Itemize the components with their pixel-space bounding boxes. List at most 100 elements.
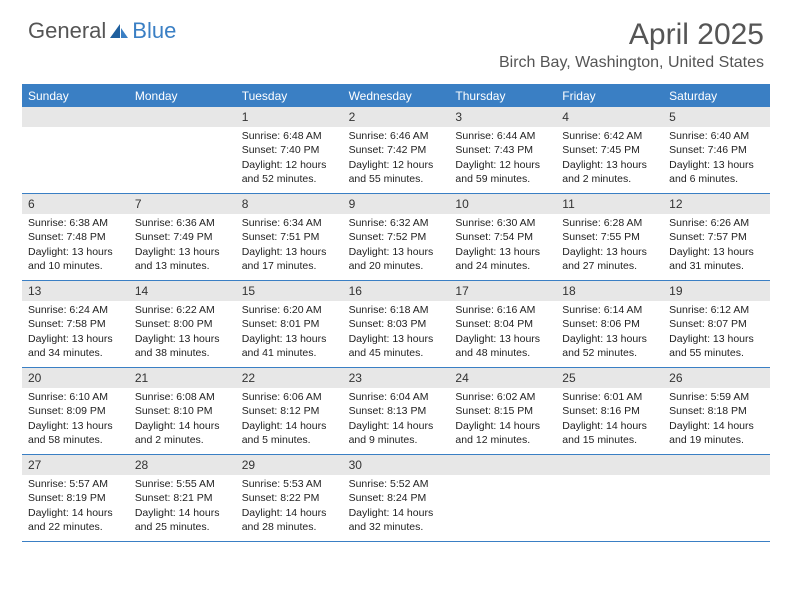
- sunrise-text: Sunrise: 6:44 AM: [455, 129, 550, 143]
- day-number: 20: [22, 368, 129, 388]
- daylight-text: Daylight: 13 hours and 20 minutes.: [349, 245, 444, 273]
- sunset-text: Sunset: 8:21 PM: [135, 491, 230, 505]
- sunrise-text: Sunrise: 6:38 AM: [28, 216, 123, 230]
- sunrise-text: Sunrise: 6:10 AM: [28, 390, 123, 404]
- sunset-text: Sunset: 7:58 PM: [28, 317, 123, 331]
- brand-text-general: General: [28, 18, 106, 44]
- day-number: [556, 455, 663, 475]
- cell-body: Sunrise: 6:46 AMSunset: 7:42 PMDaylight:…: [343, 127, 450, 190]
- daylight-text: Daylight: 12 hours and 52 minutes.: [242, 158, 337, 186]
- cell-body: Sunrise: 5:52 AMSunset: 8:24 PMDaylight:…: [343, 475, 450, 538]
- cell-body: Sunrise: 6:42 AMSunset: 7:45 PMDaylight:…: [556, 127, 663, 190]
- calendar-cell: 15Sunrise: 6:20 AMSunset: 8:01 PMDayligh…: [236, 281, 343, 367]
- daylight-text: Daylight: 13 hours and 24 minutes.: [455, 245, 550, 273]
- calendar-cell: 12Sunrise: 6:26 AMSunset: 7:57 PMDayligh…: [663, 194, 770, 280]
- day-number: 21: [129, 368, 236, 388]
- dow-wednesday: Wednesday: [343, 85, 450, 107]
- week-row: 1Sunrise: 6:48 AMSunset: 7:40 PMDaylight…: [22, 107, 770, 194]
- location-text: Birch Bay, Washington, United States: [499, 54, 764, 72]
- sunset-text: Sunset: 7:51 PM: [242, 230, 337, 244]
- day-number: 17: [449, 281, 556, 301]
- calendar-cell: 25Sunrise: 6:01 AMSunset: 8:16 PMDayligh…: [556, 368, 663, 454]
- daylight-text: Daylight: 13 hours and 52 minutes.: [562, 332, 657, 360]
- cell-body: Sunrise: 6:24 AMSunset: 7:58 PMDaylight:…: [22, 301, 129, 364]
- calendar-cell: 2Sunrise: 6:46 AMSunset: 7:42 PMDaylight…: [343, 107, 450, 193]
- sunset-text: Sunset: 8:00 PM: [135, 317, 230, 331]
- daylight-text: Daylight: 13 hours and 6 minutes.: [669, 158, 764, 186]
- week-row: 27Sunrise: 5:57 AMSunset: 8:19 PMDayligh…: [22, 455, 770, 542]
- calendar-cell: 30Sunrise: 5:52 AMSunset: 8:24 PMDayligh…: [343, 455, 450, 541]
- day-number: 22: [236, 368, 343, 388]
- day-number: 6: [22, 194, 129, 214]
- day-number: 18: [556, 281, 663, 301]
- sunrise-text: Sunrise: 6:06 AM: [242, 390, 337, 404]
- day-number: 23: [343, 368, 450, 388]
- weeks-container: 1Sunrise: 6:48 AMSunset: 7:40 PMDaylight…: [22, 107, 770, 542]
- sunrise-text: Sunrise: 6:36 AM: [135, 216, 230, 230]
- daylight-text: Daylight: 12 hours and 55 minutes.: [349, 158, 444, 186]
- cell-body: Sunrise: 5:57 AMSunset: 8:19 PMDaylight:…: [22, 475, 129, 538]
- sunset-text: Sunset: 8:12 PM: [242, 404, 337, 418]
- cell-body: Sunrise: 6:18 AMSunset: 8:03 PMDaylight:…: [343, 301, 450, 364]
- sunrise-text: Sunrise: 6:46 AM: [349, 129, 444, 143]
- sunrise-text: Sunrise: 5:57 AM: [28, 477, 123, 491]
- calendar-cell: 26Sunrise: 5:59 AMSunset: 8:18 PMDayligh…: [663, 368, 770, 454]
- day-number: 30: [343, 455, 450, 475]
- calendar-cell: 11Sunrise: 6:28 AMSunset: 7:55 PMDayligh…: [556, 194, 663, 280]
- cell-body: Sunrise: 6:20 AMSunset: 8:01 PMDaylight:…: [236, 301, 343, 364]
- sunset-text: Sunset: 7:43 PM: [455, 143, 550, 157]
- sunrise-text: Sunrise: 5:55 AM: [135, 477, 230, 491]
- sunset-text: Sunset: 7:52 PM: [349, 230, 444, 244]
- calendar-cell: [22, 107, 129, 193]
- day-number: [129, 107, 236, 127]
- day-number: 24: [449, 368, 556, 388]
- cell-body: Sunrise: 6:36 AMSunset: 7:49 PMDaylight:…: [129, 214, 236, 277]
- calendar-cell: [449, 455, 556, 541]
- daylight-text: Daylight: 14 hours and 12 minutes.: [455, 419, 550, 447]
- sunset-text: Sunset: 7:55 PM: [562, 230, 657, 244]
- cell-body: Sunrise: 5:53 AMSunset: 8:22 PMDaylight:…: [236, 475, 343, 538]
- day-number: 19: [663, 281, 770, 301]
- cell-body: Sunrise: 6:40 AMSunset: 7:46 PMDaylight:…: [663, 127, 770, 190]
- cell-body: Sunrise: 6:44 AMSunset: 7:43 PMDaylight:…: [449, 127, 556, 190]
- sunset-text: Sunset: 8:09 PM: [28, 404, 123, 418]
- brand-sail-icon: [108, 22, 130, 40]
- sunrise-text: Sunrise: 6:48 AM: [242, 129, 337, 143]
- sunset-text: Sunset: 8:13 PM: [349, 404, 444, 418]
- sunrise-text: Sunrise: 6:04 AM: [349, 390, 444, 404]
- day-number: 8: [236, 194, 343, 214]
- dow-saturday: Saturday: [663, 85, 770, 107]
- cell-body: Sunrise: 6:34 AMSunset: 7:51 PMDaylight:…: [236, 214, 343, 277]
- sunrise-text: Sunrise: 6:34 AM: [242, 216, 337, 230]
- sunrise-text: Sunrise: 5:52 AM: [349, 477, 444, 491]
- day-number: 28: [129, 455, 236, 475]
- sunset-text: Sunset: 8:01 PM: [242, 317, 337, 331]
- sunrise-text: Sunrise: 6:12 AM: [669, 303, 764, 317]
- calendar-cell: 29Sunrise: 5:53 AMSunset: 8:22 PMDayligh…: [236, 455, 343, 541]
- cell-body: Sunrise: 6:22 AMSunset: 8:00 PMDaylight:…: [129, 301, 236, 364]
- sunset-text: Sunset: 7:54 PM: [455, 230, 550, 244]
- dow-monday: Monday: [129, 85, 236, 107]
- sunrise-text: Sunrise: 5:59 AM: [669, 390, 764, 404]
- calendar-cell: 3Sunrise: 6:44 AMSunset: 7:43 PMDaylight…: [449, 107, 556, 193]
- day-number: 2: [343, 107, 450, 127]
- sunset-text: Sunset: 8:22 PM: [242, 491, 337, 505]
- day-number: 25: [556, 368, 663, 388]
- sunset-text: Sunset: 7:42 PM: [349, 143, 444, 157]
- cell-body: Sunrise: 6:14 AMSunset: 8:06 PMDaylight:…: [556, 301, 663, 364]
- daylight-text: Daylight: 14 hours and 19 minutes.: [669, 419, 764, 447]
- day-number: 13: [22, 281, 129, 301]
- sunrise-text: Sunrise: 6:16 AM: [455, 303, 550, 317]
- sunset-text: Sunset: 8:07 PM: [669, 317, 764, 331]
- daylight-text: Daylight: 13 hours and 34 minutes.: [28, 332, 123, 360]
- calendar-cell: 1Sunrise: 6:48 AMSunset: 7:40 PMDaylight…: [236, 107, 343, 193]
- sunset-text: Sunset: 8:10 PM: [135, 404, 230, 418]
- day-number: 7: [129, 194, 236, 214]
- sunset-text: Sunset: 8:19 PM: [28, 491, 123, 505]
- cell-body: Sunrise: 6:26 AMSunset: 7:57 PMDaylight:…: [663, 214, 770, 277]
- week-row: 13Sunrise: 6:24 AMSunset: 7:58 PMDayligh…: [22, 281, 770, 368]
- day-number: [449, 455, 556, 475]
- daylight-text: Daylight: 13 hours and 31 minutes.: [669, 245, 764, 273]
- calendar-cell: 8Sunrise: 6:34 AMSunset: 7:51 PMDaylight…: [236, 194, 343, 280]
- cell-body: Sunrise: 6:32 AMSunset: 7:52 PMDaylight:…: [343, 214, 450, 277]
